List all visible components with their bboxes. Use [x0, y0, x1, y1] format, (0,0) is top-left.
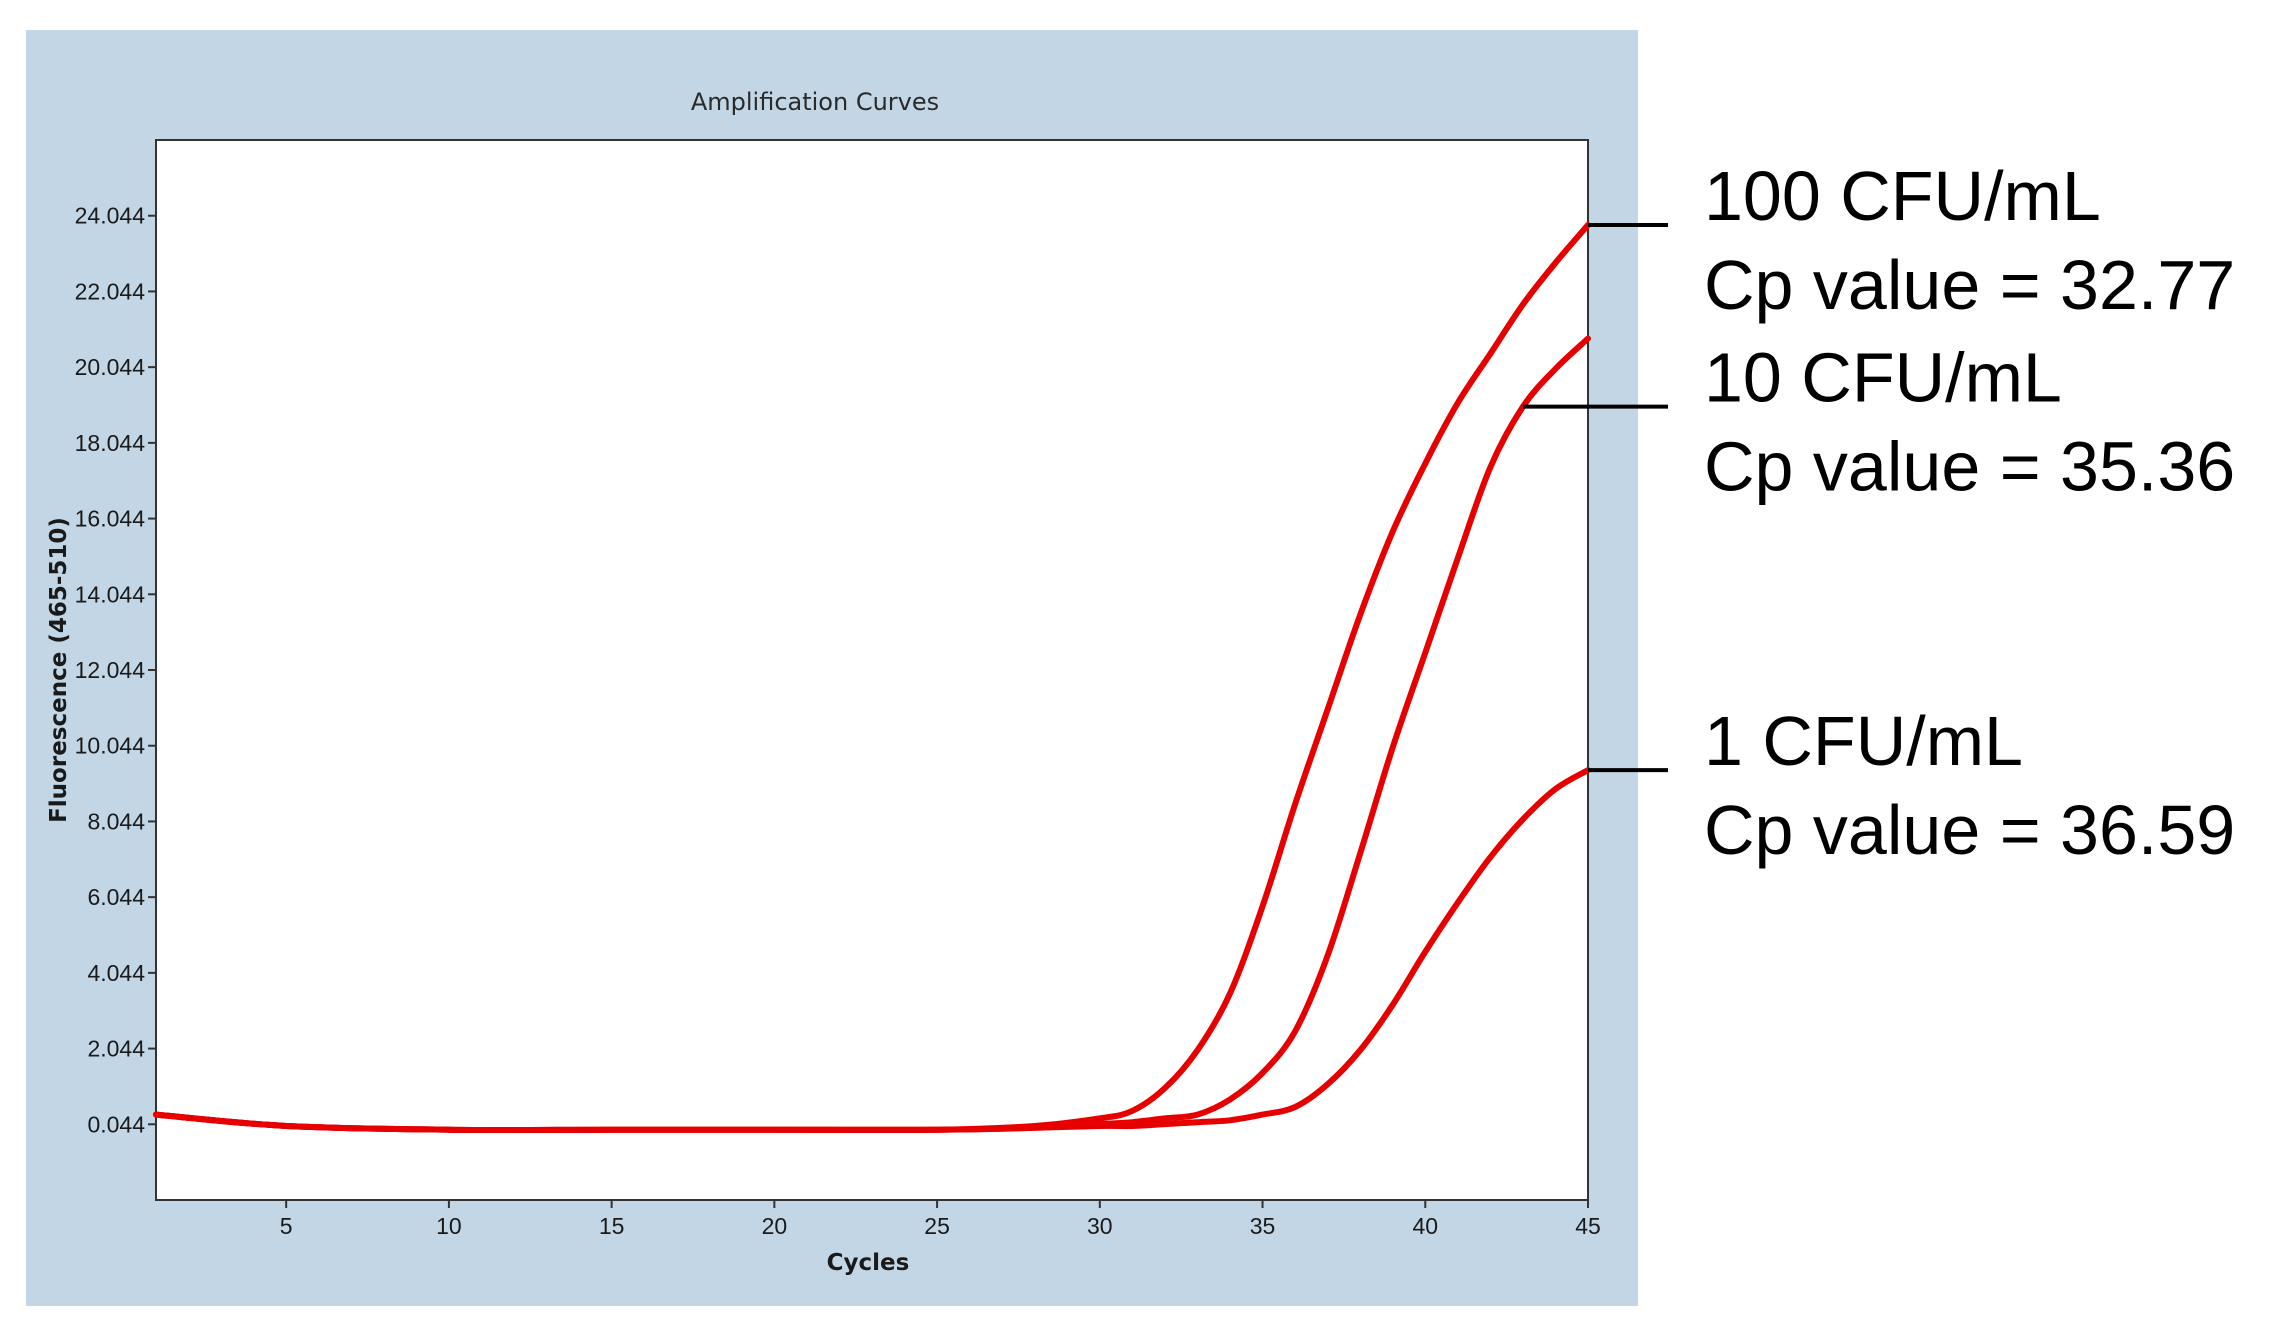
x-tick-label: 20: [762, 1213, 788, 1239]
y-tick-label: 2.044: [87, 1036, 145, 1062]
y-tick-label: 6.044: [87, 884, 145, 910]
y-tick-label: 12.044: [75, 657, 146, 683]
y-tick-label: 0.044: [87, 1111, 145, 1137]
annotation-cp-value: Cp value = 36.59: [1704, 791, 2235, 869]
y-tick-label: 8.044: [87, 808, 145, 834]
x-tick-label: 30: [1087, 1213, 1113, 1239]
annotations: 100 CFU/mL Cp value = 32.77 10 CFU/mL Cp va…: [1522, 157, 2235, 869]
x-ticks: 5 10 15 20 25 30 35 40 45: [280, 1200, 1601, 1239]
y-axis-label: Fluorescence (465-510): [46, 517, 72, 823]
series-group: [153, 222, 1591, 1134]
y-tick-label: 16.044: [75, 506, 146, 532]
x-tick-label: 45: [1575, 1213, 1601, 1239]
y-tick-label: 4.044: [87, 960, 145, 986]
annotation-concentration: 1 CFU/mL: [1704, 702, 2023, 780]
annotation-concentration: 10 CFU/mL: [1704, 339, 2062, 417]
y-ticks: 0.044 2.044 4.044 6.044 8.044 10.044 12.044 14.…: [75, 203, 156, 1137]
series-line-3: [153, 767, 1591, 1134]
x-tick-label: 25: [924, 1213, 950, 1239]
y-tick-label: 18.044: [75, 430, 146, 456]
y-tick-label: 20.044: [75, 354, 146, 380]
annotation-concentration: 100 CFU/mL: [1704, 157, 2101, 235]
y-tick-label: 22.044: [75, 278, 146, 304]
y-tick-label: 14.044: [75, 581, 146, 607]
x-tick-label: 35: [1250, 1213, 1276, 1239]
y-tick-label: 24.044: [75, 203, 146, 229]
chart-title: Amplification Curves: [691, 88, 939, 116]
annotation-cp-value: Cp value = 35.36: [1704, 428, 2235, 506]
y-tick-label: 10.044: [75, 733, 146, 759]
x-tick-label: 5: [280, 1213, 293, 1239]
annotation-cp-value: Cp value = 32.77: [1704, 246, 2235, 324]
x-tick-label: 40: [1412, 1213, 1438, 1239]
x-tick-label: 10: [436, 1213, 462, 1239]
plot-area: [155, 139, 1589, 1201]
x-tick-label: 15: [599, 1213, 625, 1239]
x-axis-label: Cycles: [827, 1250, 910, 1276]
